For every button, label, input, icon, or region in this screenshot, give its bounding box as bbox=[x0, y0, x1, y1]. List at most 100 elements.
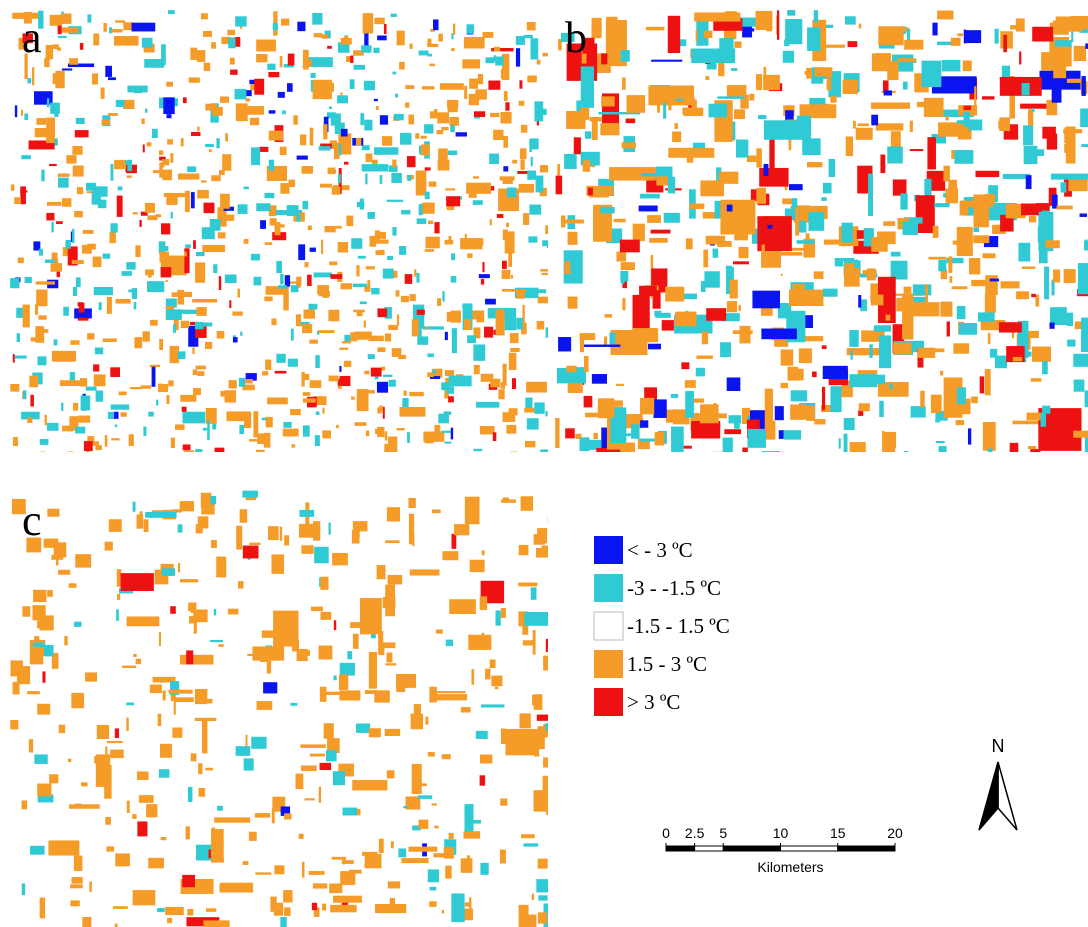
map-patch bbox=[952, 240, 961, 245]
map-patch bbox=[515, 36, 526, 45]
map-patch bbox=[159, 156, 166, 161]
map-patch bbox=[651, 268, 668, 286]
map-patch bbox=[302, 425, 310, 437]
map-patch bbox=[451, 328, 457, 354]
map-patch bbox=[533, 694, 543, 710]
map-patch bbox=[535, 175, 544, 193]
map-patch bbox=[764, 388, 773, 433]
map-patch bbox=[518, 544, 529, 556]
map-patch bbox=[1039, 70, 1081, 90]
map-patch bbox=[317, 285, 329, 295]
map-patch bbox=[445, 377, 452, 387]
map-patch bbox=[464, 85, 468, 100]
map-patch bbox=[424, 167, 431, 171]
map-patch bbox=[385, 540, 400, 544]
map-patch bbox=[193, 618, 197, 634]
map-patch bbox=[287, 53, 295, 66]
map-patch bbox=[1035, 203, 1050, 215]
map-patch bbox=[411, 763, 422, 795]
map-patch bbox=[79, 42, 84, 50]
map-patch bbox=[906, 302, 940, 317]
map-patch bbox=[593, 432, 598, 440]
map-patch bbox=[314, 546, 329, 564]
map-patch bbox=[712, 248, 719, 258]
map-patch bbox=[482, 31, 494, 38]
map-patch bbox=[511, 378, 517, 390]
map-patch bbox=[429, 886, 437, 891]
map-patch bbox=[998, 120, 1004, 129]
map-patch bbox=[858, 23, 862, 29]
map-patch bbox=[44, 644, 54, 657]
map-patch bbox=[49, 14, 62, 26]
map-patch bbox=[284, 275, 291, 287]
map-patch bbox=[977, 199, 983, 213]
map-patch bbox=[485, 668, 491, 680]
map-patch bbox=[148, 411, 154, 417]
map-patch bbox=[157, 908, 165, 913]
map-patch bbox=[396, 678, 406, 693]
map-patch bbox=[57, 173, 70, 177]
map-patch bbox=[869, 344, 873, 358]
map-patch bbox=[389, 898, 396, 907]
map-patch bbox=[526, 381, 547, 393]
map-patch bbox=[111, 29, 123, 33]
map-patch bbox=[41, 639, 46, 656]
map-patch bbox=[451, 48, 455, 52]
legend-swatch bbox=[594, 650, 623, 678]
map-patch bbox=[374, 903, 407, 914]
map-patch bbox=[75, 277, 81, 288]
map-patch bbox=[1045, 240, 1060, 249]
map-patch bbox=[479, 754, 493, 764]
map-patch bbox=[657, 95, 661, 113]
map-patch bbox=[412, 825, 422, 831]
map-patch bbox=[582, 37, 595, 54]
map-patch bbox=[1081, 144, 1088, 147]
map-patch bbox=[159, 97, 164, 109]
map-patch bbox=[1017, 320, 1029, 358]
map-patch bbox=[537, 289, 547, 294]
map-patch bbox=[802, 138, 821, 156]
map-patch bbox=[875, 123, 904, 131]
map-patch bbox=[479, 596, 488, 611]
map-patch bbox=[979, 376, 985, 394]
map-patch bbox=[276, 260, 282, 274]
map-patch bbox=[340, 283, 353, 290]
map-patch bbox=[202, 503, 209, 507]
map-patch bbox=[161, 568, 176, 576]
map-patch bbox=[804, 336, 824, 342]
map-patch bbox=[1001, 65, 1011, 80]
map-patch bbox=[429, 111, 438, 119]
map-patch bbox=[493, 46, 501, 52]
map-patch bbox=[632, 328, 659, 343]
map-patch bbox=[395, 93, 399, 98]
map-patch bbox=[555, 175, 563, 195]
map-patch bbox=[187, 166, 197, 173]
map-patch bbox=[501, 499, 517, 503]
map-patch bbox=[712, 451, 724, 452]
map-patch bbox=[302, 398, 316, 403]
map-patch bbox=[785, 18, 803, 45]
map-patch bbox=[180, 138, 184, 147]
map-patch bbox=[405, 85, 415, 90]
map-patch bbox=[34, 127, 47, 138]
map-patch bbox=[162, 159, 170, 166]
map-patch bbox=[69, 58, 79, 65]
map-patch bbox=[475, 730, 488, 739]
map-patch bbox=[298, 833, 304, 839]
map-patch bbox=[307, 225, 312, 230]
map-patch bbox=[272, 232, 287, 241]
map-patch bbox=[328, 309, 340, 322]
map-patch bbox=[38, 315, 47, 320]
map-patch bbox=[93, 286, 113, 296]
map-patch bbox=[70, 884, 83, 889]
map-patch bbox=[540, 269, 548, 272]
map-patch bbox=[1020, 250, 1026, 257]
map-patch bbox=[386, 652, 393, 663]
map-patch bbox=[655, 312, 671, 318]
map-patch bbox=[502, 229, 508, 241]
map-patch bbox=[51, 252, 58, 261]
map-patch bbox=[451, 33, 454, 40]
map-patch bbox=[424, 191, 430, 200]
map-patch bbox=[557, 164, 561, 176]
map-patch bbox=[35, 281, 55, 285]
